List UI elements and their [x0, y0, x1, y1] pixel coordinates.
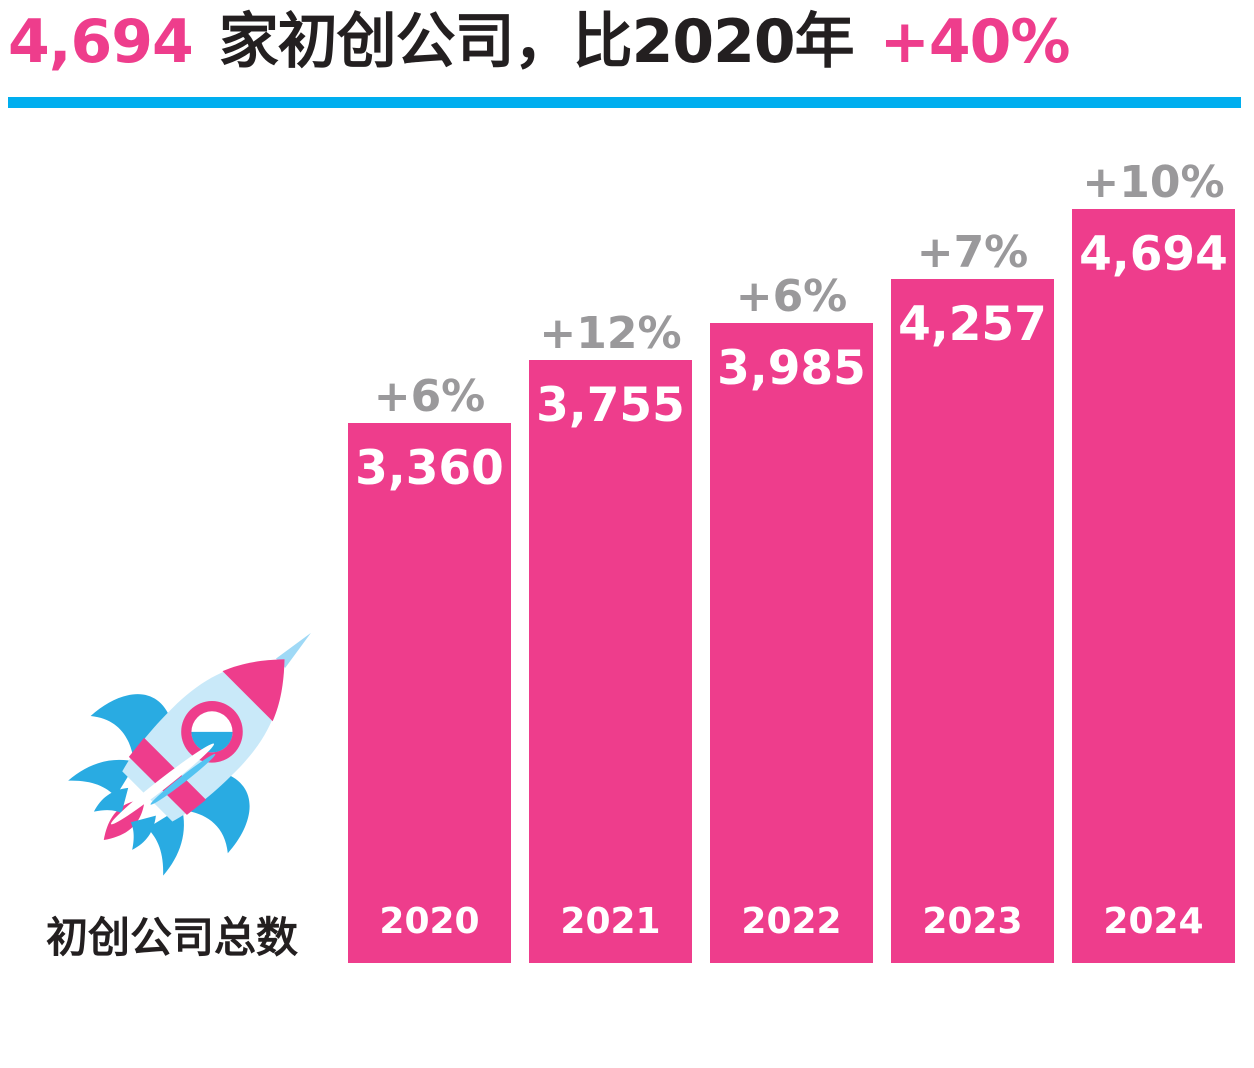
page-title: 4,694 家初创公司，比2020年 +40%	[8, 10, 1248, 74]
growth-label-2024: +10%	[1082, 157, 1225, 208]
value-label-2023: 4,257	[898, 297, 1047, 352]
bar-2022: +6% 3,985 2022	[710, 275, 873, 963]
title-middle-text: 家初创公司，比2020年	[218, 7, 855, 77]
growth-label-2021: +12%	[539, 308, 682, 359]
bar-2020: +6% 3,360 2020	[348, 375, 511, 963]
title-growth-value: +40%	[879, 7, 1071, 77]
title-highlight-value: 4,694	[8, 7, 194, 77]
year-label-2023: 2023	[922, 901, 1023, 942]
value-label-2024: 4,694	[1079, 227, 1228, 282]
chart-caption: 初创公司总数	[45, 913, 298, 962]
year-label-2022: 2022	[741, 901, 842, 942]
bar-2023: +7% 4,257 2023	[891, 231, 1054, 963]
year-label-2024: 2024	[1103, 901, 1204, 942]
growth-label-2020: +6%	[373, 371, 486, 422]
rocket-icon	[65, 625, 315, 883]
year-label-2021: 2021	[560, 901, 661, 942]
growth-label-2023: +7%	[916, 227, 1029, 278]
year-label-2020: 2020	[379, 901, 480, 942]
value-label-2021: 3,755	[536, 378, 685, 433]
growth-label-2022: +6%	[735, 271, 848, 322]
bar-2024: +10% 4,694 2024	[1072, 161, 1235, 963]
value-label-2020: 3,360	[355, 441, 504, 496]
bar-2021: +12% 3,755 2021	[529, 312, 692, 963]
value-label-2022: 3,985	[717, 341, 866, 396]
title-underline	[8, 97, 1241, 108]
